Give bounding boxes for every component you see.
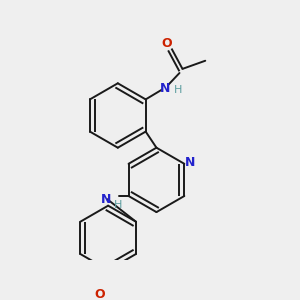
Text: H: H [114, 200, 122, 210]
Text: H: H [174, 85, 182, 95]
Text: O: O [161, 37, 172, 50]
Text: N: N [160, 82, 170, 94]
Text: O: O [95, 288, 105, 300]
Text: N: N [185, 156, 195, 169]
Text: N: N [101, 193, 111, 206]
